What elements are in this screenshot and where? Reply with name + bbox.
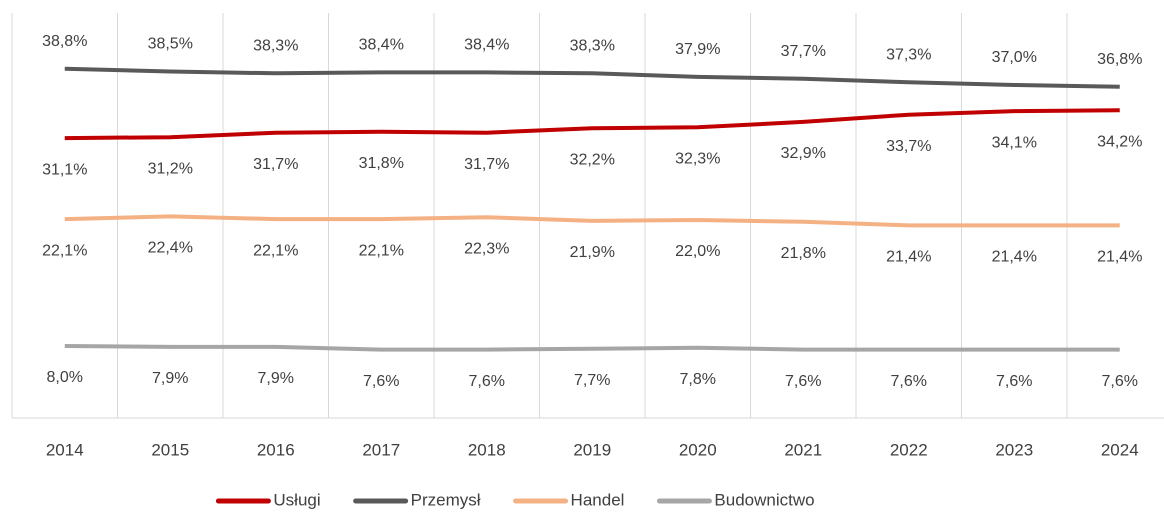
data-label: 38,8% bbox=[42, 33, 87, 50]
series-line bbox=[64, 66, 1120, 89]
legend-label: Budownictwo bbox=[714, 490, 814, 509]
data-label: 22,1% bbox=[42, 242, 87, 259]
data-label: 7,6% bbox=[891, 373, 927, 390]
data-label: 22,1% bbox=[253, 242, 298, 259]
data-label: 7,7% bbox=[574, 372, 610, 389]
data-label: 31,2% bbox=[148, 160, 193, 177]
x-tick-label: 2024 bbox=[1101, 440, 1139, 459]
data-label: 8,0% bbox=[47, 369, 83, 386]
data-label: 22,3% bbox=[464, 241, 509, 258]
data-label: 31,8% bbox=[359, 155, 404, 172]
data-label: 32,9% bbox=[781, 145, 826, 162]
data-label: 33,7% bbox=[886, 138, 931, 155]
data-label: 31,7% bbox=[253, 156, 298, 173]
data-label: 38,3% bbox=[570, 38, 615, 55]
data-label: 21,4% bbox=[992, 249, 1037, 266]
x-tick-label: 2015 bbox=[151, 440, 189, 459]
data-label: 37,9% bbox=[675, 41, 720, 58]
x-tick-label: 2019 bbox=[573, 440, 611, 459]
data-label: 32,3% bbox=[675, 151, 720, 168]
data-label: 7,8% bbox=[680, 371, 716, 388]
data-label: 38,4% bbox=[359, 37, 404, 54]
x-tick-label: 2016 bbox=[257, 440, 295, 459]
data-label: 7,6% bbox=[363, 373, 399, 390]
data-label: 32,2% bbox=[570, 151, 615, 168]
x-tick-label: 2014 bbox=[46, 440, 84, 459]
data-label: 7,6% bbox=[785, 373, 821, 390]
series-line bbox=[64, 214, 1120, 228]
series-line bbox=[64, 344, 1120, 352]
data-label: 38,5% bbox=[148, 36, 193, 53]
legend-label: Przemysł bbox=[411, 490, 481, 509]
data-label: 22,1% bbox=[359, 242, 404, 259]
data-label: 37,0% bbox=[992, 49, 1037, 66]
legend-item: Handel bbox=[513, 490, 625, 509]
data-label: 34,1% bbox=[992, 134, 1037, 151]
data-label: 31,1% bbox=[42, 161, 87, 178]
x-tick-label: 2023 bbox=[995, 440, 1033, 459]
x-tick-label: 2017 bbox=[362, 440, 400, 459]
data-label: 38,4% bbox=[464, 37, 509, 54]
x-tick-label: 2021 bbox=[784, 440, 822, 459]
legend-item: Usługi bbox=[215, 490, 321, 509]
data-label: 21,4% bbox=[1097, 249, 1142, 266]
legend-item: Budownictwo bbox=[656, 490, 815, 509]
data-label: 37,3% bbox=[886, 47, 931, 64]
series-line bbox=[64, 108, 1120, 141]
legend-label: Handel bbox=[571, 490, 625, 509]
data-label: 21,4% bbox=[886, 249, 931, 266]
legend-item: Przemysł bbox=[353, 490, 481, 509]
data-label: 38,3% bbox=[253, 38, 298, 55]
data-label: 22,0% bbox=[675, 243, 720, 260]
x-tick-label: 2022 bbox=[890, 440, 928, 459]
data-label: 7,6% bbox=[996, 373, 1032, 390]
data-label: 22,4% bbox=[148, 240, 193, 257]
x-tick-label: 2018 bbox=[468, 440, 506, 459]
data-label: 34,2% bbox=[1097, 133, 1142, 150]
data-label: 21,8% bbox=[781, 245, 826, 262]
data-label: 36,8% bbox=[1097, 51, 1142, 68]
x-tick-label: 2020 bbox=[679, 440, 717, 459]
data-label: 31,7% bbox=[464, 156, 509, 173]
data-label: 7,6% bbox=[469, 373, 505, 390]
data-label: 7,9% bbox=[152, 370, 188, 387]
legend-label: Usługi bbox=[273, 490, 320, 509]
data-label: 7,9% bbox=[258, 370, 294, 387]
data-label: 21,9% bbox=[570, 244, 615, 261]
data-label: 37,7% bbox=[781, 43, 826, 60]
data-label: 7,6% bbox=[1102, 373, 1138, 390]
